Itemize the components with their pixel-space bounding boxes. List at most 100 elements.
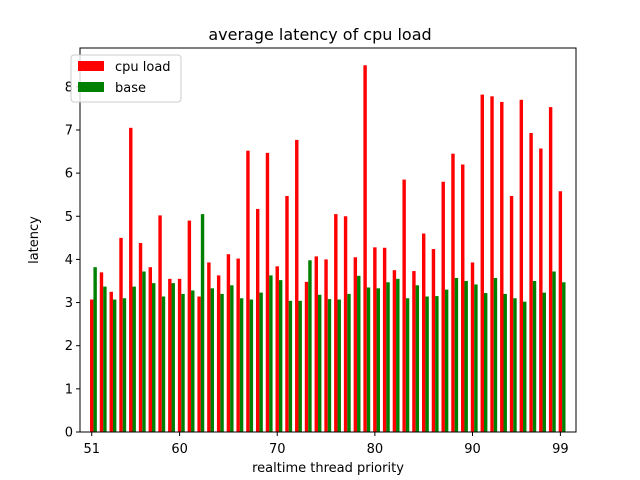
bar-cpu-load-91 [480,94,484,432]
bar-cpu-load-64 [216,275,221,432]
bar-cpu-load-89 [461,164,465,433]
bar-base-86 [435,296,439,432]
bar-cpu-load-98 [548,107,553,433]
x-tick-label: 70 [269,442,286,457]
y-tick-label: 0 [65,426,73,441]
bar-cpu-load-59 [168,278,172,432]
y-tick-label: 6 [65,167,73,182]
bar-cpu-load-54 [119,237,123,432]
bar-base-68 [259,292,263,432]
bar-base-93 [503,293,507,432]
bar-cpu-load-62 [197,296,201,432]
bar-base-57 [152,283,156,432]
bar-cpu-load-58 [158,215,162,432]
bar-base-83 [405,298,410,432]
bar-cpu-load-95 [519,99,524,432]
bar-base-82 [396,278,400,432]
bar-base-69 [269,275,273,432]
bar-cpu-load-94 [509,195,514,432]
bar-base-75 [327,299,332,432]
bar-cpu-load-77 [343,216,348,432]
bar-base-79 [366,287,371,432]
bar-cpu-load-66 [236,258,240,432]
y-tick-label: 8 [65,80,73,95]
y-axis: 0 1 2 3 4 5 6 7 8 [65,80,80,441]
x-tick-label: 90 [464,442,481,457]
bar-cpu-load-81 [382,247,387,432]
bar-base-81 [386,282,390,432]
bar-cpu-load-88 [451,153,455,432]
bar-cpu-load-53 [109,291,113,432]
bar-cpu-load-71 [285,195,289,432]
bar-cpu-load-82 [392,270,397,432]
plot-frame [79,47,577,433]
bar-base-62 [200,214,205,432]
bar-base-70 [278,280,283,432]
x-tick-label: 60 [171,442,188,457]
y-tick-label: 7 [65,123,73,138]
y-tick-label: 4 [65,253,73,268]
bar-base-97 [542,292,546,432]
bar-cpu-load-69 [265,152,270,432]
x-tick-label: 80 [367,442,384,457]
bar-cpu-load-57 [148,267,153,432]
y-tick-label: 5 [65,210,73,225]
bar-cpu-load-76 [334,214,338,432]
bar-base-60 [181,293,185,432]
bar-base-73 [308,260,312,432]
bar-cpu-load-56 [138,243,143,432]
bar-base-91 [483,293,488,432]
bar-base-65 [230,285,234,432]
y-axis-label: latency [27,216,42,264]
bar-cpu-load-51 [90,299,94,432]
bar-base-98 [552,271,556,432]
chart-title: average latency of cpu load [208,25,431,44]
bar-cpu-load-97 [539,148,543,432]
x-axis: 51 60 70 80 90 99 [83,432,569,457]
bar-base-72 [298,300,302,432]
x-axis-label: realtime thread priority [252,461,404,476]
bar-base-55 [132,286,136,432]
bar-base-88 [454,277,459,432]
bar-cpu-load-86 [431,249,436,432]
bar-base-90 [474,284,478,432]
bar-base-71 [288,300,293,432]
bar-cpu-load-67 [246,150,250,432]
bar-base-56 [142,271,146,432]
bar-cpu-load-65 [226,254,231,432]
bar-base-99 [562,282,566,432]
y-tick-label: 1 [65,382,73,397]
bar-cpu-load-93 [500,101,504,433]
bar-cpu-load-85 [421,233,426,432]
bar-cpu-load-72 [295,139,299,432]
bar-cpu-load-68 [255,208,260,432]
bar-base-54 [122,298,127,432]
bar-base-77 [347,293,351,432]
bar-cpu-load-61 [187,220,192,432]
legend-label-base: base [115,81,146,96]
bar-base-76 [337,299,341,432]
bar-cpu-load-78 [353,257,358,432]
bar-cpu-load-60 [177,278,182,432]
legend-swatch-cpu-load [78,61,104,71]
bar-cpu-load-63 [207,262,211,432]
bar-cpu-load-92 [490,96,494,432]
bar-base-51 [93,267,97,432]
bar-base-92 [493,277,498,432]
bar-base-85 [425,296,429,432]
bar-base-59 [171,283,175,432]
bar-base-53 [112,299,117,432]
bar-cpu-load-96 [529,133,533,432]
bar-base-66 [239,298,244,432]
bar-cpu-load-87 [441,181,445,432]
bar-base-67 [249,299,254,432]
bar-base-63 [210,288,215,432]
bar-cpu-load-80 [373,247,377,432]
bar-cpu-load-90 [470,262,475,432]
bar-base-52 [103,286,107,432]
bar-cpu-load-83 [402,179,406,432]
bar-base-61 [191,290,195,432]
bar-base-74 [317,294,322,432]
bar-cpu-load-52 [99,272,104,432]
